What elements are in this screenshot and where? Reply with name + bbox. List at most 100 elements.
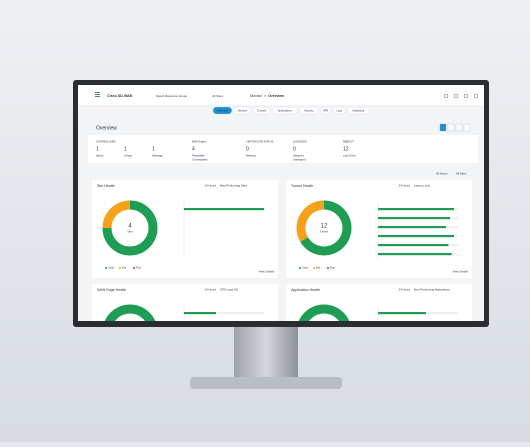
donut-segment [102, 200, 158, 256]
header-icon[interactable] [453, 93, 459, 99]
summary-value: 1 [96, 146, 99, 152]
breadcrumb: Monitor [250, 94, 263, 98]
summary-value: 0 [246, 146, 249, 152]
view-toggle[interactable] [463, 123, 471, 132]
summary-bar [88, 135, 478, 163]
resource-group: Select Resource Group [156, 94, 188, 98]
summary-item-label: vManage [152, 154, 163, 158]
stand-base [190, 377, 342, 389]
summary-value: 4 [192, 146, 195, 152]
bar [378, 253, 452, 256]
tab-label: Devices [238, 108, 248, 112]
legend-label: Good [302, 267, 309, 270]
summary-item-label: vSmart [124, 154, 132, 158]
legend-label: Fair [316, 267, 320, 270]
donut-label: Sites [127, 231, 133, 234]
tab-label: Overview [217, 108, 228, 112]
summary-label: CERTIFICATE STATUS [246, 140, 274, 144]
tab[interactable] [320, 106, 332, 115]
stand-neck [234, 325, 298, 379]
bar [184, 312, 216, 315]
brand: Cisco SD-WAN [107, 94, 133, 98]
tab-label: VPN [323, 108, 328, 112]
bar [378, 235, 454, 238]
header-bar [78, 85, 484, 105]
panel-filter: Latency (ms) [414, 184, 430, 188]
summary-value: 1 [124, 146, 127, 152]
legend-label: Poor [330, 267, 335, 270]
panel-range: 24 Hours [205, 184, 217, 188]
tab-label: Multicloud [353, 108, 365, 112]
summary-value: 1 [152, 146, 155, 152]
summary-item-label: Warning [246, 154, 256, 158]
summary-item-label: vBond [96, 154, 104, 158]
tab-label: Security [304, 108, 314, 112]
tab[interactable] [347, 106, 370, 115]
bar [184, 208, 264, 211]
panel-title: Tunnel Health [291, 184, 313, 188]
site-filter: All Sites [212, 94, 223, 98]
bar [378, 217, 450, 220]
tab[interactable] [212, 106, 232, 115]
view-details: View Details [453, 270, 469, 274]
panel-range: 24 Hours [205, 288, 217, 292]
menu-icon[interactable] [95, 94, 100, 95]
bar-track [184, 312, 264, 315]
legend-label: Poor [136, 267, 141, 270]
bar [378, 244, 449, 247]
view-toggle[interactable] [447, 123, 455, 132]
legend-label: Good [108, 267, 115, 270]
panel-title: Site Health [97, 184, 115, 188]
summary-item-label: Reachable [192, 154, 205, 158]
view-toggle[interactable] [455, 123, 463, 132]
separator: > [264, 94, 266, 98]
tab[interactable] [233, 106, 252, 115]
summary-item-label: Assigned [293, 154, 304, 158]
page-name: Overview [268, 94, 284, 98]
tab-label: Logs [336, 108, 342, 112]
tab[interactable] [299, 106, 319, 115]
legend-swatch [299, 267, 301, 269]
header-icon[interactable] [463, 93, 469, 99]
donut-segment [300, 200, 352, 256]
overview-title: Overview [96, 125, 117, 131]
header-icon[interactable] [473, 93, 479, 99]
bar [378, 312, 426, 315]
legend-swatch [133, 267, 135, 269]
donut-label: Tunnels [320, 231, 329, 234]
tab-label: Applications [278, 108, 293, 112]
summary-value: 12 [343, 146, 349, 152]
panel-filter: CPU Load (%) [220, 288, 238, 292]
bar [378, 226, 446, 229]
tab[interactable] [252, 106, 271, 115]
header-icon[interactable] [443, 93, 449, 99]
filter: All Hours [436, 172, 448, 176]
summary-label: CONTROLLERS [96, 140, 116, 144]
summary-label: WAN Edges [192, 140, 207, 144]
panel-filter: Best Performing Applications [414, 288, 450, 292]
donut-segment [102, 200, 131, 229]
summary-value: 0 [293, 146, 296, 152]
panel-title: WAN Edge Health [97, 288, 126, 292]
view-details: View Details [259, 270, 275, 274]
donut-value: 4 [128, 224, 132, 230]
screen: Cisco SD-WAN Select Resource Group All Sit… [78, 85, 484, 321]
menu-icon[interactable] [95, 92, 100, 93]
panel-filter: Best Performing Sites [220, 184, 248, 188]
menu-icon[interactable] [95, 96, 100, 97]
panel-range: 24 Hours [399, 184, 411, 188]
panel [92, 180, 278, 278]
bar [378, 208, 454, 211]
summary-label: LICENSING [293, 140, 307, 144]
view-toggle[interactable] [439, 123, 447, 132]
legend-swatch [313, 267, 315, 269]
tab[interactable] [332, 106, 346, 115]
legend-swatch [119, 267, 121, 269]
panel [286, 180, 472, 278]
tab[interactable] [272, 106, 298, 115]
tab-label: Tunnels [257, 108, 267, 112]
donut-segment [298, 304, 350, 321]
donut-value: 12 [321, 224, 328, 230]
panel-title: Application Health [291, 288, 320, 292]
